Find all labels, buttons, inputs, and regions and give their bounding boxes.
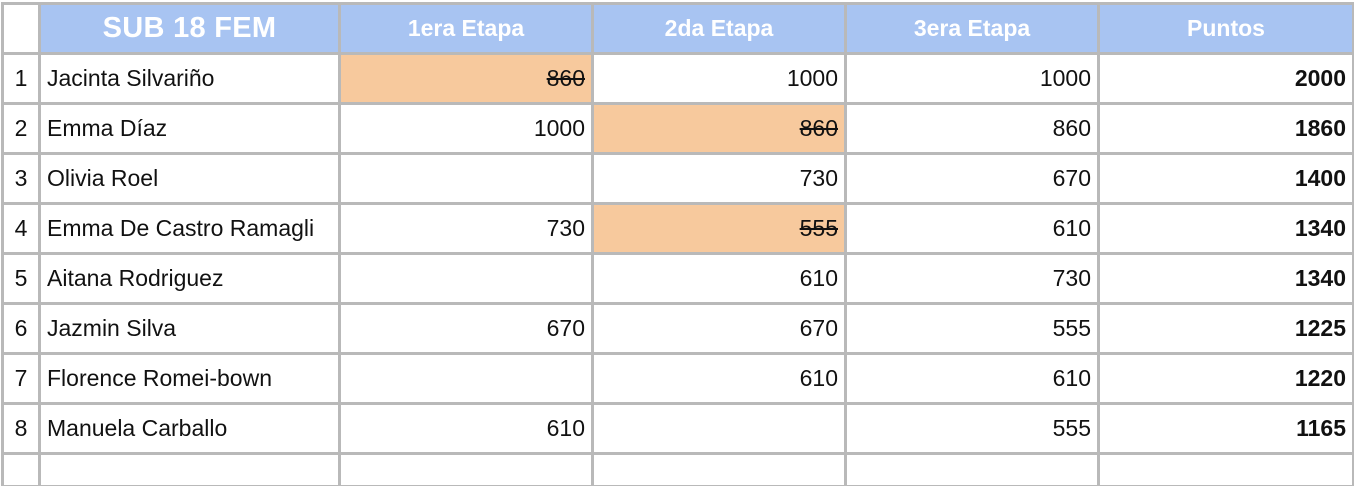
total-points-cell[interactable]: 1225 <box>1097 302 1354 355</box>
table-row: 1 Jacinta Silvariño 860 1000 1000 2000 <box>1 52 1354 105</box>
empty-cell[interactable] <box>591 452 847 486</box>
total-points-cell[interactable]: 1860 <box>1097 102 1354 155</box>
athlete-name-cell[interactable]: Jacinta Silvariño <box>38 52 341 105</box>
stage-3-score[interactable]: 860 <box>844 102 1100 155</box>
total-points-cell[interactable]: 1220 <box>1097 352 1354 405</box>
empty-cell[interactable] <box>1 452 41 486</box>
table-row: 6 Jazmin Silva 670 670 555 1225 <box>1 302 1354 355</box>
category-title[interactable]: SUB 18 FEM <box>38 2 341 55</box>
stage-1-score[interactable] <box>338 352 594 405</box>
header-stage-3[interactable]: 3era Etapa <box>844 2 1100 55</box>
stage-2-score[interactable]: 1000 <box>591 52 847 105</box>
table-row: 4 Emma De Castro Ramagli 730 555 610 134… <box>1 202 1354 255</box>
empty-cell[interactable] <box>38 452 341 486</box>
athlete-name-cell[interactable]: Manuela Carballo <box>38 402 341 455</box>
athlete-name-cell[interactable]: Florence Romei-bown <box>38 352 341 405</box>
stage-2-score[interactable]: 610 <box>591 352 847 405</box>
stage-1-score-discarded[interactable]: 860 <box>338 52 594 105</box>
stage-1-score[interactable] <box>338 252 594 305</box>
stage-3-score[interactable]: 555 <box>844 302 1100 355</box>
header-stage-2[interactable]: 2da Etapa <box>591 2 847 55</box>
total-points-cell[interactable]: 1400 <box>1097 152 1354 205</box>
corner-cell[interactable] <box>1 2 41 55</box>
stage-2-score[interactable]: 610 <box>591 252 847 305</box>
empty-cell[interactable] <box>844 452 1100 486</box>
header-stage-1[interactable]: 1era Etapa <box>338 2 594 55</box>
stage-2-score-discarded[interactable]: 860 <box>591 102 847 155</box>
table-row: 3 Olivia Roel 730 670 1400 <box>1 152 1354 205</box>
table-row: 2 Emma Díaz 1000 860 860 1860 <box>1 102 1354 155</box>
empty-cell[interactable] <box>1097 452 1354 486</box>
stage-1-score[interactable] <box>338 152 594 205</box>
position-cell[interactable]: 1 <box>1 52 41 105</box>
table-row-partial <box>1 452 1354 486</box>
header-points[interactable]: Puntos <box>1097 2 1354 55</box>
athlete-name-cell[interactable]: Emma De Castro Ramagli <box>38 202 341 255</box>
total-points-cell[interactable]: 1340 <box>1097 202 1354 255</box>
position-cell[interactable]: 2 <box>1 102 41 155</box>
total-points-cell[interactable]: 1340 <box>1097 252 1354 305</box>
stage-1-score[interactable]: 1000 <box>338 102 594 155</box>
stage-3-score[interactable]: 1000 <box>844 52 1100 105</box>
athlete-name-cell[interactable]: Olivia Roel <box>38 152 341 205</box>
total-points-cell[interactable]: 2000 <box>1097 52 1354 105</box>
stage-3-score[interactable]: 555 <box>844 402 1100 455</box>
position-cell[interactable]: 3 <box>1 152 41 205</box>
table-row: 5 Aitana Rodriguez 610 730 1340 <box>1 252 1354 305</box>
position-cell[interactable]: 4 <box>1 202 41 255</box>
stage-1-score[interactable]: 730 <box>338 202 594 255</box>
table-row: 7 Florence Romei-bown 610 610 1220 <box>1 352 1354 405</box>
athlete-name-cell[interactable]: Jazmin Silva <box>38 302 341 355</box>
stage-2-score[interactable]: 670 <box>591 302 847 355</box>
table-row: 8 Manuela Carballo 610 555 1165 <box>1 402 1354 455</box>
position-cell[interactable]: 5 <box>1 252 41 305</box>
empty-cell[interactable] <box>338 452 594 486</box>
position-cell[interactable]: 6 <box>1 302 41 355</box>
header-row: SUB 18 FEM 1era Etapa 2da Etapa 3era Eta… <box>1 2 1354 55</box>
stage-3-score[interactable]: 610 <box>844 352 1100 405</box>
stage-3-score[interactable]: 730 <box>844 252 1100 305</box>
stage-3-score[interactable]: 610 <box>844 202 1100 255</box>
position-cell[interactable]: 8 <box>1 402 41 455</box>
stage-1-score[interactable]: 610 <box>338 402 594 455</box>
athlete-name-cell[interactable]: Emma Díaz <box>38 102 341 155</box>
stage-2-score[interactable]: 730 <box>591 152 847 205</box>
total-points-cell[interactable]: 1165 <box>1097 402 1354 455</box>
stage-2-score[interactable] <box>591 402 847 455</box>
position-cell[interactable]: 7 <box>1 352 41 405</box>
athlete-name-cell[interactable]: Aitana Rodriguez <box>38 252 341 305</box>
stage-2-score-discarded[interactable]: 555 <box>591 202 847 255</box>
stage-1-score[interactable]: 670 <box>338 302 594 355</box>
stage-3-score[interactable]: 670 <box>844 152 1100 205</box>
